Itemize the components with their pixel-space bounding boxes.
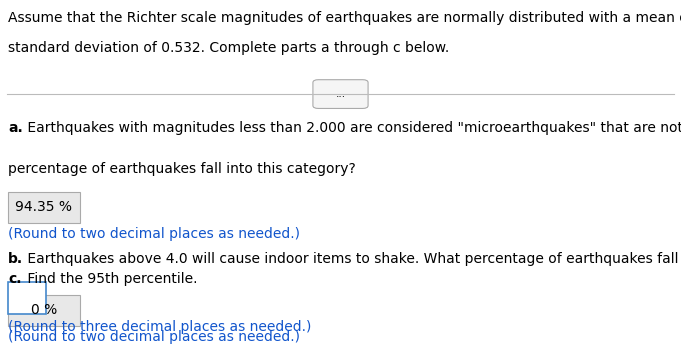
FancyBboxPatch shape: [313, 80, 368, 108]
FancyBboxPatch shape: [8, 282, 46, 314]
Text: 94.35 %: 94.35 %: [16, 200, 72, 214]
Text: Earthquakes above 4.0 will cause indoor items to shake. What percentage of earth: Earthquakes above 4.0 will cause indoor …: [23, 252, 681, 266]
Text: (Round to two decimal places as needed.): (Round to two decimal places as needed.): [8, 227, 300, 241]
Text: Find the 95th percentile.: Find the 95th percentile.: [23, 272, 197, 285]
Text: percentage of earthquakes fall into this category?: percentage of earthquakes fall into this…: [8, 162, 356, 175]
Text: 0 %: 0 %: [31, 303, 57, 317]
Text: (Round to three decimal places as needed.): (Round to three decimal places as needed…: [8, 320, 311, 333]
Text: ...: ...: [336, 89, 345, 99]
Text: standard deviation of 0.532. Complete parts a through c below.: standard deviation of 0.532. Complete pa…: [8, 41, 449, 55]
FancyBboxPatch shape: [8, 295, 80, 326]
Text: (Round to two decimal places as needed.): (Round to two decimal places as needed.): [8, 330, 300, 344]
Text: Earthquakes with magnitudes less than 2.000 are considered "microearthquakes" th: Earthquakes with magnitudes less than 2.…: [23, 121, 681, 135]
Text: Assume that the Richter scale magnitudes of earthquakes are normally distributed: Assume that the Richter scale magnitudes…: [8, 11, 681, 24]
FancyBboxPatch shape: [8, 192, 80, 223]
Text: c.: c.: [8, 272, 22, 285]
Text: b.: b.: [8, 252, 23, 266]
Text: a.: a.: [8, 121, 23, 135]
